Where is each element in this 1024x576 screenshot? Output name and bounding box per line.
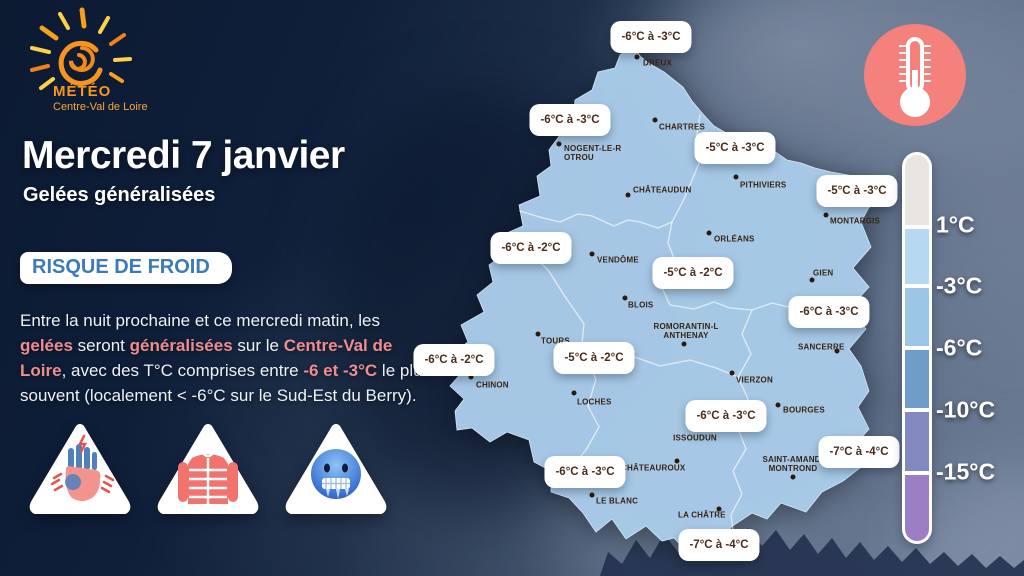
city-dot	[468, 374, 474, 380]
temperature-chip: -5°C à -2°C	[553, 342, 635, 374]
scale-segment	[905, 229, 929, 284]
temperature-chip: -6°C à -3°C	[544, 456, 626, 488]
description-highlight: généralisées	[129, 336, 233, 355]
city-label: SANCERRE	[798, 342, 845, 352]
description-segment: Entre la nuit prochaine et ce mercredi m…	[20, 311, 381, 330]
scale-bar	[902, 152, 932, 544]
description-segment: sur le	[232, 336, 284, 355]
temperature-chip: -5°C à -2°C	[652, 257, 734, 289]
logo-brand: MÉTÉO	[53, 83, 112, 100]
city-dot	[809, 277, 815, 283]
winter-jacket-icon	[157, 424, 259, 514]
scale-label: -15°C	[936, 458, 996, 485]
city-label: ORLÉANS	[714, 234, 755, 244]
city-label: SAINT-AMAND- MONTROND	[762, 454, 824, 473]
risk-badge: RISQUE DE FROID	[20, 252, 232, 284]
city-label: CHÂTEAUDUN	[633, 185, 692, 195]
city-dot	[652, 117, 658, 123]
city-dot	[823, 212, 829, 218]
warning-icons	[28, 420, 388, 514]
scale-label: -10°C	[936, 396, 996, 423]
scale-segment	[905, 475, 929, 541]
description-highlight: -6 et -3°C	[303, 361, 378, 380]
city-dot	[535, 331, 541, 337]
city-dot	[589, 251, 595, 257]
description-highlight: Centre-Val de Loire	[20, 336, 393, 380]
city-label: LOCHES	[577, 397, 612, 407]
description-text: Entre la nuit prochaine et ce mercredi m…	[20, 308, 436, 408]
city-label: MONTARGIS	[830, 216, 881, 226]
thermometer-icon	[864, 24, 966, 126]
logo-text: MÉTÉO Centre-Val de Loire	[53, 83, 148, 113]
city-dot	[834, 348, 840, 354]
temperature-chip: -6°C à -3°C	[529, 104, 611, 136]
page-title: Mercredi 7 janvier	[22, 134, 345, 177]
city-dot	[625, 192, 631, 198]
temperature-chip: -6°C à -3°C	[685, 400, 767, 432]
temperature-chip: -6°C à -2°C	[490, 232, 572, 264]
logo-region: Centre-Val de Loire	[53, 100, 148, 113]
city-dot	[729, 370, 735, 376]
city-label: BLOIS	[628, 300, 654, 310]
city-label: CHINON	[476, 380, 509, 390]
temperature-chip: -6°C à -3°C	[610, 21, 692, 53]
city-dot	[775, 402, 781, 408]
city-dot	[571, 390, 577, 396]
temperature-chip: -6°C à -2°C	[413, 344, 495, 376]
scale-segment	[905, 412, 929, 471]
frostbite-hand-icon	[29, 424, 131, 514]
scale-label: -6°C	[936, 334, 983, 361]
temperature-chip: -7°C à -4°C	[678, 529, 760, 561]
city-dot	[790, 474, 796, 480]
sun-logo-icon	[30, 7, 132, 90]
city-label: CHÂTEAUROUX	[621, 463, 686, 473]
description-highlight: gelées	[20, 336, 73, 355]
temperature-chip: -5°C à -3°C	[816, 175, 898, 207]
city-label: LE BLANC	[596, 496, 639, 506]
scale-segment	[905, 155, 929, 225]
city-label: ISSOUDUN	[673, 433, 717, 443]
city-label: NOGENT-LE-R OTROU	[564, 143, 622, 162]
city-label: ROMORANTIN-L ANTHENAY	[653, 321, 719, 340]
city-label: TOURS	[541, 336, 570, 346]
city-dot	[634, 54, 640, 60]
logo: MÉTÉO Centre-Val de Loire	[18, 4, 188, 121]
description-segment: , avec des T°C comprises entre	[61, 361, 304, 380]
scale-label: -3°C	[936, 272, 983, 299]
city-dot	[622, 295, 628, 301]
city-label: VENDÔME	[597, 255, 639, 265]
city-label: BOURGES	[783, 405, 825, 415]
thermometer-badge	[862, 22, 968, 133]
city-label: VIERZON	[736, 375, 773, 385]
city-dot	[681, 341, 687, 347]
page-subtitle: Gelées généralisées	[23, 184, 216, 206]
city-label: CHARTRES	[659, 122, 706, 132]
city-label: PITHIVIERS	[740, 180, 787, 190]
city-dot	[589, 492, 595, 498]
city-dot	[556, 141, 562, 147]
scale-segment	[905, 350, 929, 408]
city-dot	[716, 506, 722, 512]
city-dot	[674, 458, 680, 464]
temperature-chip: -7°C à -4°C	[818, 436, 900, 468]
city-label: LA CHÂTRE	[678, 510, 726, 520]
city-label: DREUX	[643, 58, 673, 68]
scale-segment	[905, 288, 929, 346]
scale-label: 1°C	[936, 211, 975, 238]
city-dot	[706, 230, 712, 236]
city-dot	[733, 174, 739, 180]
city-label: GIEN	[813, 268, 834, 278]
temperature-chip: -6°C à -3°C	[788, 296, 870, 328]
description-segment: seront	[72, 336, 130, 355]
freezing-face-icon	[285, 424, 387, 514]
temperature-chip: -5°C à -3°C	[694, 132, 776, 164]
